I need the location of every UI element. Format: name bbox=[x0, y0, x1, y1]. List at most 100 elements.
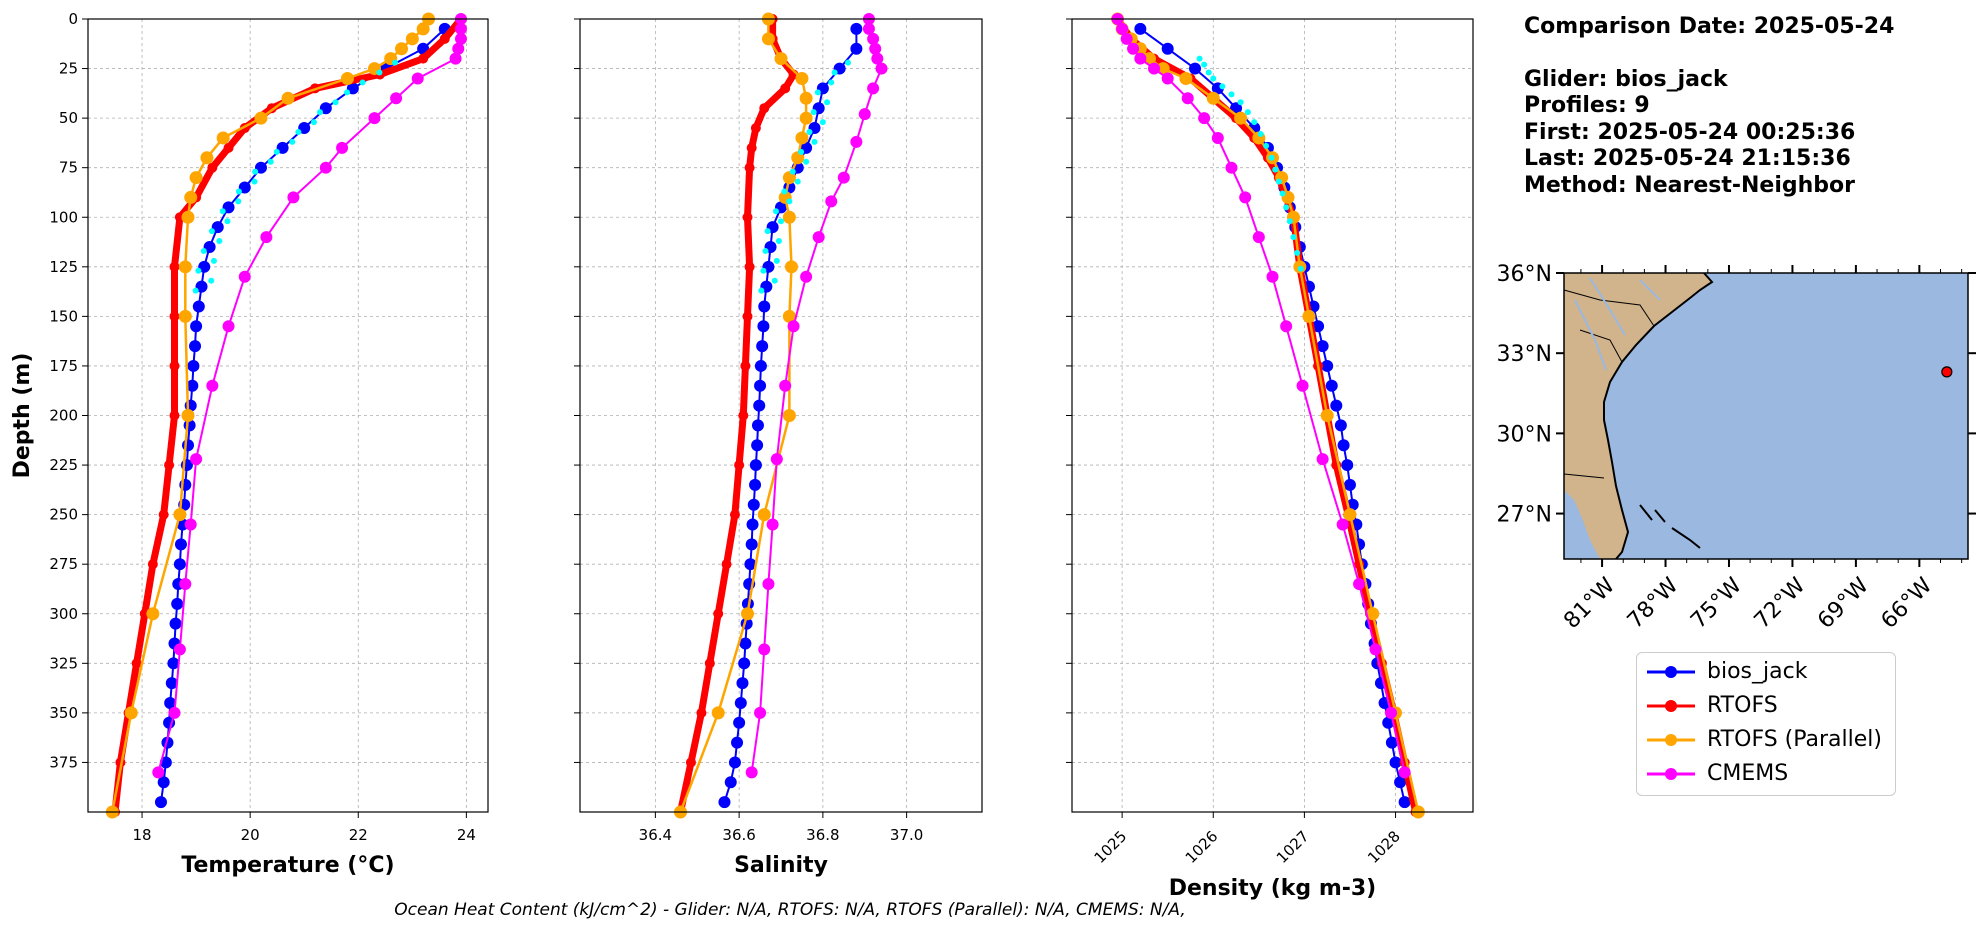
data-point bbox=[762, 578, 775, 591]
data-point bbox=[758, 300, 771, 313]
data-point bbox=[1225, 161, 1238, 174]
data-point bbox=[189, 340, 202, 353]
data-point bbox=[744, 162, 755, 173]
glider-raw-point bbox=[1283, 204, 1290, 211]
data-point bbox=[152, 766, 165, 779]
data-point bbox=[704, 658, 715, 669]
series-glider-raw bbox=[758, 59, 851, 294]
x-tick-label: 1026 bbox=[1182, 827, 1222, 867]
data-point bbox=[189, 171, 203, 185]
data-point bbox=[1321, 359, 1334, 372]
data-point bbox=[761, 32, 775, 46]
data-point bbox=[718, 796, 731, 809]
data-point bbox=[795, 131, 809, 145]
data-point bbox=[869, 42, 882, 55]
data-point bbox=[207, 162, 218, 173]
glider-raw-point bbox=[359, 79, 366, 86]
data-point bbox=[1127, 42, 1140, 55]
y-tick-label: 225 bbox=[49, 456, 78, 474]
map-lon-label: 72°W bbox=[1750, 573, 1811, 634]
data-point bbox=[782, 210, 796, 224]
data-point bbox=[1234, 111, 1248, 125]
data-point bbox=[758, 643, 771, 656]
data-point bbox=[181, 210, 195, 224]
data-point bbox=[158, 509, 169, 520]
glider-position-marker bbox=[1941, 366, 1953, 378]
map-lon-label: 66°W bbox=[1877, 573, 1938, 634]
glider-raw-point bbox=[192, 287, 199, 294]
series-line bbox=[157, 19, 462, 773]
glider-raw-point bbox=[267, 158, 274, 165]
data-point bbox=[875, 62, 888, 75]
data-point bbox=[178, 309, 192, 323]
data-point bbox=[757, 320, 770, 333]
first-time: First: 2025-05-24 00:25:36 bbox=[1524, 119, 1856, 145]
legend-label: RTOFS (Parallel) bbox=[1707, 727, 1882, 752]
data-point bbox=[287, 191, 300, 204]
data-point bbox=[1198, 112, 1211, 125]
y-tick-label: 325 bbox=[49, 654, 78, 672]
data-point bbox=[799, 91, 813, 105]
data-point bbox=[169, 617, 182, 630]
data-point bbox=[850, 22, 863, 35]
data-point bbox=[390, 92, 403, 105]
data-point bbox=[749, 459, 762, 472]
data-point bbox=[751, 419, 764, 432]
glider-raw-point bbox=[392, 59, 399, 66]
data-point bbox=[405, 32, 419, 46]
glider-raw-point bbox=[195, 267, 202, 274]
data-point bbox=[1302, 309, 1316, 323]
glider-name: Glider: bios_jack bbox=[1524, 66, 1728, 92]
data-point bbox=[749, 478, 762, 491]
data-point bbox=[1239, 191, 1252, 204]
y-tick-label: 275 bbox=[49, 555, 78, 573]
map-coastline bbox=[1603, 272, 1714, 560]
data-point bbox=[223, 142, 234, 153]
glider-raw-point bbox=[798, 148, 805, 155]
data-point bbox=[1398, 766, 1411, 779]
data-point bbox=[766, 518, 779, 531]
data-point bbox=[696, 707, 707, 718]
glider-raw-point bbox=[1228, 91, 1235, 98]
data-point bbox=[713, 608, 724, 619]
data-point bbox=[173, 643, 186, 656]
y-tick-label: 150 bbox=[49, 307, 78, 325]
map-rivers bbox=[1574, 277, 1661, 371]
data-point bbox=[1337, 439, 1350, 452]
data-point bbox=[1266, 270, 1279, 283]
data-point bbox=[164, 696, 177, 709]
data-point bbox=[734, 460, 745, 471]
data-point bbox=[867, 82, 880, 95]
glider-raw-point bbox=[235, 188, 242, 195]
y-tick-label: 200 bbox=[49, 407, 78, 425]
data-point bbox=[181, 409, 195, 422]
data-point bbox=[146, 607, 160, 621]
data-point bbox=[124, 706, 138, 720]
data-point bbox=[738, 657, 751, 670]
data-point bbox=[1316, 340, 1329, 353]
data-point bbox=[1134, 52, 1147, 65]
data-point bbox=[1252, 231, 1265, 244]
data-point bbox=[452, 42, 465, 55]
glider-raw-point bbox=[762, 247, 769, 254]
glider-raw-point bbox=[289, 138, 296, 145]
data-point bbox=[238, 270, 251, 283]
glider-raw-point bbox=[1196, 55, 1203, 62]
data-point bbox=[1353, 578, 1366, 591]
map-bahamas bbox=[1639, 504, 1701, 549]
data-point bbox=[795, 71, 809, 85]
profiles-count: Profiles: 9 bbox=[1524, 93, 1650, 118]
x-tick-label: 36.8 bbox=[806, 826, 839, 844]
glider-raw-point bbox=[806, 129, 813, 136]
data-point bbox=[184, 190, 198, 204]
legend-item-bios-jack: bios_jack bbox=[1637, 655, 1895, 689]
legend-swatch bbox=[1647, 734, 1695, 746]
data-point bbox=[728, 756, 741, 769]
map-lat-label: 27°N bbox=[1497, 503, 1552, 528]
data-point bbox=[173, 508, 187, 522]
x-tick-label: 36.6 bbox=[722, 826, 755, 844]
glider-raw-point bbox=[845, 59, 851, 66]
glider-raw-point bbox=[1205, 69, 1212, 76]
glider-raw-point bbox=[772, 208, 779, 215]
data-point bbox=[222, 320, 235, 333]
